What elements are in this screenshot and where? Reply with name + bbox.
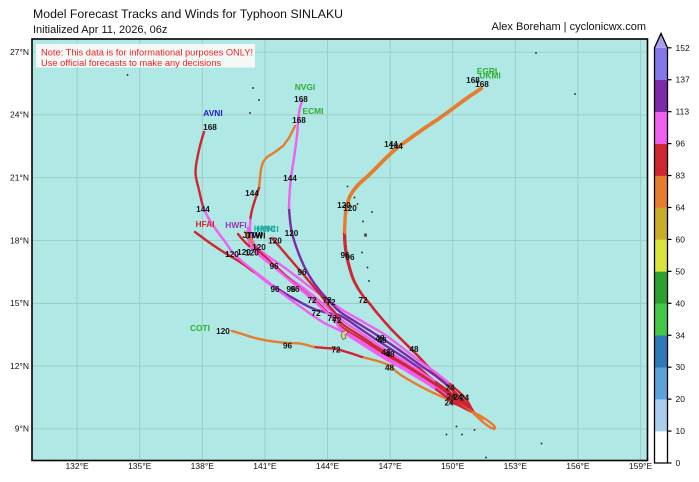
svg-text:Use official forecasts to make: Use official forecasts to make any decis… <box>41 58 222 68</box>
svg-text:9°N: 9°N <box>15 424 29 434</box>
svg-text:72: 72 <box>332 316 342 325</box>
svg-text:72: 72 <box>358 296 368 305</box>
svg-text:137: 137 <box>676 75 690 85</box>
svg-text:21°N: 21°N <box>10 173 29 183</box>
svg-text:96: 96 <box>283 342 293 351</box>
svg-text:JTWI: JTWI <box>242 230 262 240</box>
svg-text:48: 48 <box>409 345 419 354</box>
svg-text:96: 96 <box>297 268 307 277</box>
svg-text:UKMI: UKMI <box>479 70 500 80</box>
svg-text:HWCI: HWCI <box>256 224 278 234</box>
svg-text:120: 120 <box>216 327 230 336</box>
svg-text:AVNI: AVNI <box>203 108 222 118</box>
svg-text:0: 0 <box>676 458 681 468</box>
svg-text:24: 24 <box>444 399 454 408</box>
svg-text:30: 30 <box>676 362 686 372</box>
svg-text:HFAI: HFAI <box>195 219 214 229</box>
svg-text:168: 168 <box>294 95 308 104</box>
svg-text:96: 96 <box>290 285 300 294</box>
svg-text:113: 113 <box>676 107 690 117</box>
svg-text:138°E: 138°E <box>191 461 215 471</box>
svg-text:141°E: 141°E <box>253 461 277 471</box>
svg-text:48: 48 <box>377 336 387 345</box>
svg-text:120: 120 <box>343 204 357 213</box>
svg-text:96: 96 <box>269 262 279 271</box>
svg-text:147°E: 147°E <box>378 461 402 471</box>
svg-text:COTI: COTI <box>190 323 210 333</box>
svg-text:72: 72 <box>307 296 317 305</box>
svg-text:24: 24 <box>445 384 455 393</box>
svg-text:72: 72 <box>322 296 332 305</box>
svg-text:ECMI: ECMI <box>303 106 324 116</box>
svg-text:96: 96 <box>345 253 355 262</box>
svg-text:144: 144 <box>283 174 297 183</box>
svg-text:10: 10 <box>676 426 686 436</box>
svg-text:12°N: 12°N <box>10 361 29 371</box>
svg-text:144: 144 <box>196 205 210 214</box>
svg-text:24: 24 <box>446 393 456 402</box>
svg-text:50: 50 <box>676 266 686 276</box>
svg-text:152: 152 <box>676 43 690 53</box>
svg-text:144: 144 <box>245 189 259 198</box>
svg-text:120: 120 <box>237 248 251 257</box>
svg-text:132°E: 132°E <box>65 461 89 471</box>
svg-text:15°N: 15°N <box>10 298 29 308</box>
svg-text:24: 24 <box>453 393 463 402</box>
svg-text:48: 48 <box>385 364 395 373</box>
svg-text:JTWI: JTWI <box>245 230 265 240</box>
svg-text:20: 20 <box>676 394 686 404</box>
svg-text:159°E: 159°E <box>629 461 653 471</box>
svg-text:24°N: 24°N <box>10 110 29 120</box>
svg-text:48: 48 <box>375 334 385 343</box>
svg-text:135°E: 135°E <box>128 461 152 471</box>
svg-text:72: 72 <box>327 314 337 323</box>
svg-text:120: 120 <box>337 201 351 210</box>
svg-text:120: 120 <box>225 250 239 259</box>
svg-text:EGRI: EGRI <box>477 66 497 76</box>
svg-text:83: 83 <box>676 171 686 181</box>
svg-text:96: 96 <box>286 285 296 294</box>
svg-text:96: 96 <box>340 251 350 260</box>
svg-text:153°E: 153°E <box>504 461 528 471</box>
svg-text:40: 40 <box>676 298 686 308</box>
svg-text:72: 72 <box>326 298 336 307</box>
svg-text:120: 120 <box>245 249 259 258</box>
svg-text:64: 64 <box>676 202 686 212</box>
svg-text:18°N: 18°N <box>10 235 29 245</box>
svg-text:168: 168 <box>466 76 480 85</box>
svg-text:HWFI: HWFI <box>225 220 246 230</box>
svg-text:168: 168 <box>292 116 306 125</box>
svg-text:168: 168 <box>475 80 489 89</box>
svg-text:HMNI: HMNI <box>254 223 275 233</box>
svg-text:144: 144 <box>389 142 403 151</box>
svg-text:144: 144 <box>384 140 398 149</box>
svg-text:168: 168 <box>203 123 217 132</box>
svg-text:96: 96 <box>270 285 280 294</box>
svg-text:72: 72 <box>311 309 321 318</box>
svg-text:120: 120 <box>285 229 299 238</box>
svg-text:Note: This data is for informa: Note: This data is for informational pur… <box>41 48 253 58</box>
svg-text:24: 24 <box>460 394 470 403</box>
svg-text:96: 96 <box>676 139 686 149</box>
svg-text:144°E: 144°E <box>316 461 340 471</box>
svg-text:27°N: 27°N <box>10 47 29 57</box>
svg-text:60: 60 <box>676 234 686 244</box>
svg-text:120: 120 <box>252 243 266 252</box>
svg-text:48: 48 <box>385 350 395 359</box>
svg-text:34: 34 <box>676 330 686 340</box>
svg-text:156°E: 156°E <box>566 461 590 471</box>
svg-text:NVGI: NVGI <box>295 82 315 92</box>
svg-text:72: 72 <box>331 346 341 355</box>
svg-text:120: 120 <box>268 237 282 246</box>
svg-text:150°E: 150°E <box>441 461 465 471</box>
svg-text:48: 48 <box>381 348 391 357</box>
